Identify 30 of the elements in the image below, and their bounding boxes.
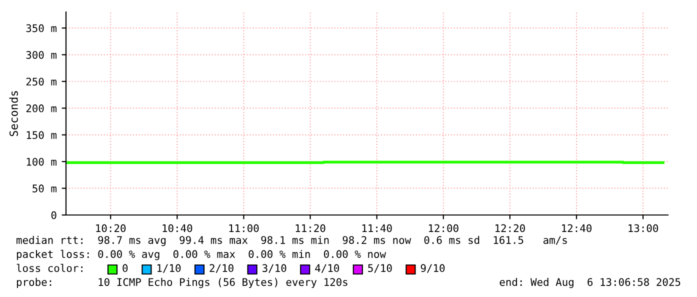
legend-label: 9/10: [420, 264, 445, 273]
x-tick-label: 11:40: [362, 224, 392, 232]
text: end: Wed Aug 6 13:06:58 2025: [500, 278, 680, 288]
text: median rtt: 98.7 ms avg 99.4 ms max 98.1 ms min 98.2 ms now 0.6 ms sd 161.5 am/s: [16, 236, 567, 246]
y-tick-label: 200 m: [26, 104, 56, 112]
text: packet loss: 0.00 % avg 0.00 % max 0.00 % min 0.00 % now: [16, 250, 386, 260]
y-tick-label: 300 m: [26, 50, 56, 59]
x-tick-label: 10:40: [162, 224, 192, 232]
y-tick-label: 50 m: [32, 184, 56, 192]
x-tick-label: 13:00: [628, 224, 658, 232]
x-tick-label: 12:20: [495, 224, 525, 232]
y-tick-label: 0: [51, 211, 56, 220]
legend-label: 2/10: [210, 264, 234, 273]
legend-label: 0: [122, 264, 128, 272]
x-tick-label: 11:20: [296, 224, 326, 232]
y-tick-label: 150 m: [26, 131, 56, 139]
x-tick-label: 10:20: [96, 224, 126, 232]
y-tick-label: 350 m: [26, 24, 56, 32]
legend-label: 4/10: [315, 264, 340, 273]
x-tick-label: 12:00: [428, 224, 458, 232]
text: probe: 10 ICMP Echo Pings (56 Bytes) every 120s: [16, 278, 348, 288]
legend-label: 5/10: [368, 264, 392, 273]
legend-label: 3/10: [262, 264, 286, 273]
y-tick-label: 100 m: [26, 158, 56, 166]
y-axis-title: Seconds: [9, 91, 18, 136]
x-tick-label: 12:40: [562, 224, 592, 232]
y-tick-label: 250 m: [26, 78, 56, 86]
legend-title: loss color:: [16, 264, 82, 272]
x-tick-label: 11:00: [229, 224, 259, 232]
legend-label: 1/10: [157, 264, 181, 273]
